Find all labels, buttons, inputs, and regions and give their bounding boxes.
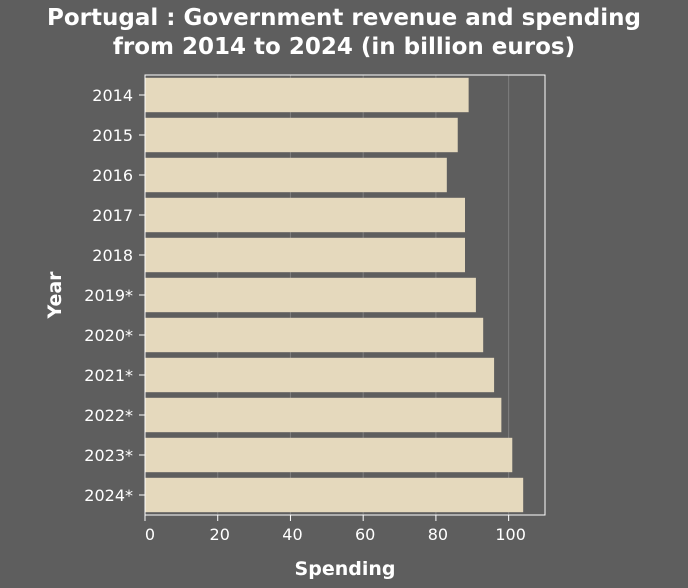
x-axis: 0 20 40 60 80 100 (144, 515, 526, 544)
bar (145, 277, 476, 313)
x-tick-label: 80 (428, 525, 448, 544)
y-tick-label: 2019* (84, 286, 133, 305)
bar (145, 317, 484, 353)
y-tick-label: 2024* (84, 486, 133, 505)
x-tick-label: 0 (145, 525, 155, 544)
x-tick-label: 20 (210, 525, 230, 544)
y-tick-label: 2021* (84, 366, 133, 385)
y-tick-label: 2018 (92, 246, 133, 265)
y-tick-label: 2015 (92, 126, 133, 145)
bar (145, 77, 469, 113)
x-tick-label: 40 (282, 525, 302, 544)
y-tick-label: 2016 (92, 166, 133, 185)
y-tick-label: 2020* (84, 326, 133, 345)
bar (145, 197, 465, 233)
chart-title-line1: Portugal : Government revenue and spendi… (47, 5, 641, 31)
y-tick-label: 2022* (84, 406, 133, 425)
x-tick-label: 100 (495, 525, 526, 544)
y-tick-label: 2017 (92, 206, 133, 225)
bar (145, 477, 524, 513)
bar (145, 237, 465, 273)
bar (145, 397, 502, 433)
bar (145, 117, 458, 153)
x-tick-label: 60 (355, 525, 375, 544)
chart-title: Portugal : Government revenue and spendi… (0, 4, 688, 62)
bar (145, 157, 447, 193)
y-tick-label: 2023* (84, 446, 133, 465)
y-tick-label: 2014 (92, 86, 133, 105)
chart-title-line2: from 2014 to 2024 (in billion euros) (112, 34, 576, 60)
y-axis-label: Year (44, 271, 66, 320)
bars (145, 77, 524, 513)
bar (145, 357, 495, 393)
x-axis-label: Spending (295, 558, 396, 580)
y-axis: 2014 2015 2016 2017 2018 2019* 2020* 2021* 2022*… (84, 86, 145, 505)
bar (145, 437, 513, 473)
